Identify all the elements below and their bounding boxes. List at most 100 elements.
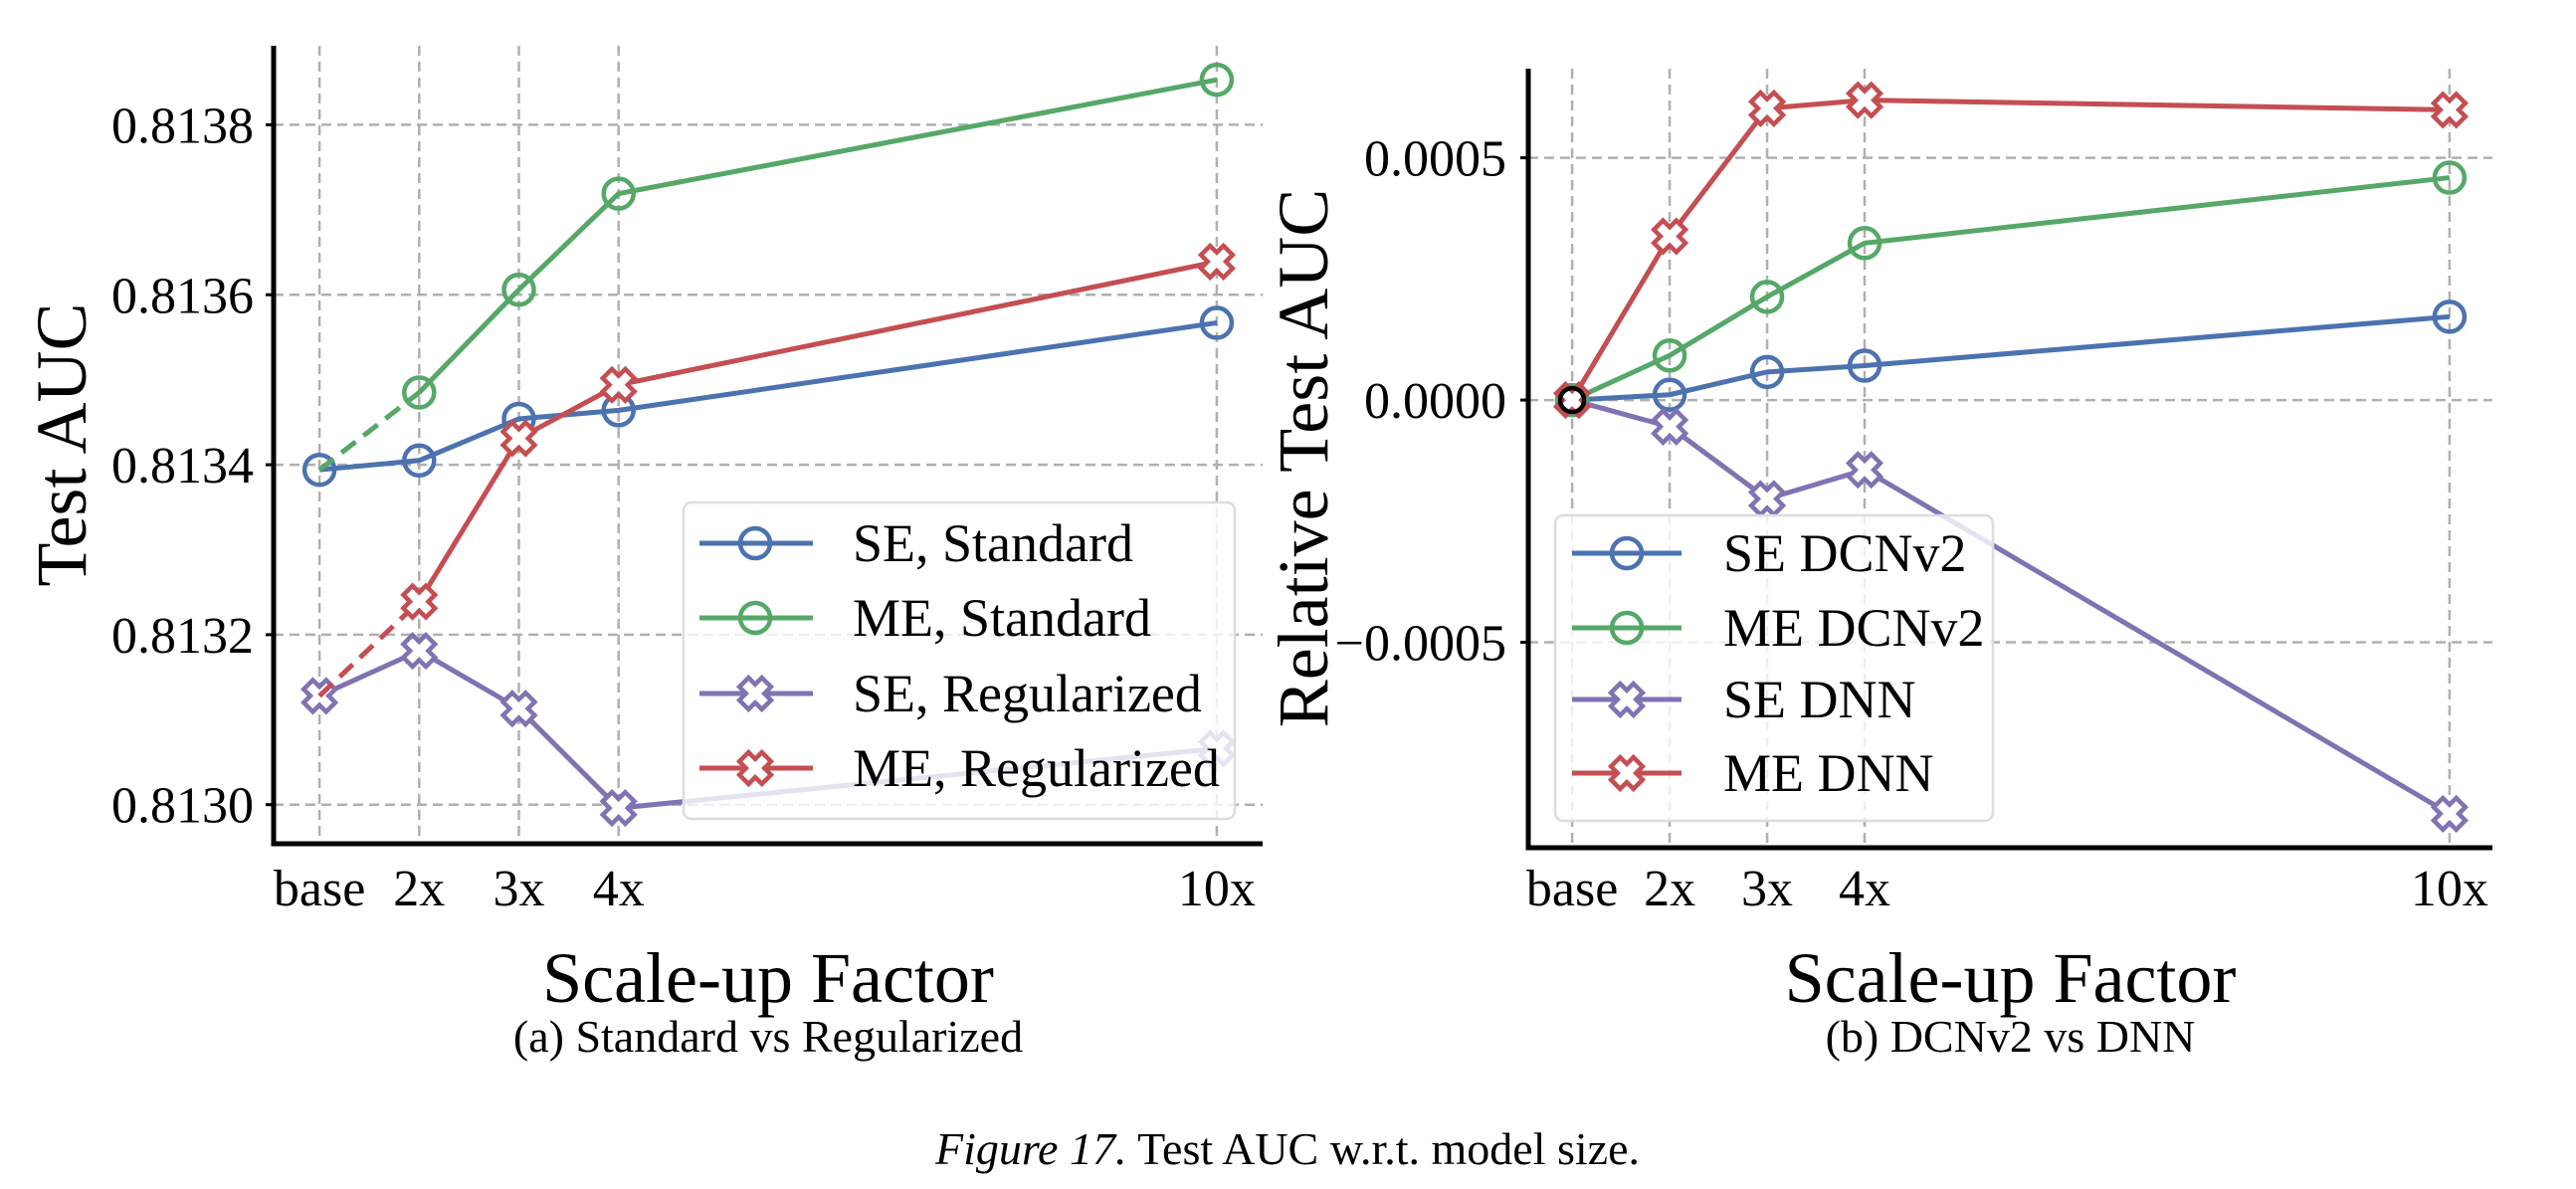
- series-me-dcnv2: [1554, 160, 2468, 418]
- data-point: [402, 375, 437, 410]
- data-point: [2430, 794, 2469, 833]
- data-point: [1651, 217, 1689, 256]
- data-point: [499, 690, 538, 728]
- y-tick-label: 0.8132: [111, 608, 254, 665]
- data-point: [1747, 89, 1787, 127]
- x-tick-label: 3x: [493, 861, 544, 917]
- legend-label: SE DNN: [1723, 670, 1916, 729]
- legend-entry: SE DNN: [1572, 670, 1916, 729]
- legend-label: SE, Standard: [853, 513, 1133, 573]
- legend-circle-marker-icon: [1609, 610, 1645, 646]
- baseline-point: [1557, 385, 1587, 415]
- legend-label: SE DCNv2: [1723, 523, 1967, 583]
- data-point: [1749, 354, 1785, 390]
- legend-entry: ME, Standard: [699, 588, 1151, 648]
- data-point: [1554, 382, 1590, 418]
- legend-x-marker-icon: [1607, 753, 1647, 793]
- legend-entry: SE, Standard: [699, 513, 1133, 573]
- y-axis-label: Relative Test AUC: [1264, 189, 1343, 728]
- data-point: [501, 272, 536, 307]
- x-tick-label: base: [1526, 861, 1618, 917]
- data-point: [1199, 305, 1235, 340]
- data-point: [400, 632, 439, 671]
- series-line: [417, 259, 1218, 603]
- series-me-regularized: [317, 242, 1236, 698]
- legend: SE, Standard ME, Standard SE, Regularized M…: [682, 500, 1237, 821]
- legend-circle-marker-icon: [737, 525, 773, 561]
- subfigure-caption: (a) Standard vs Regularized: [513, 1011, 1023, 1062]
- x-tick-label: 4x: [1839, 861, 1890, 917]
- series-line-dashed: [317, 390, 421, 473]
- data-point: [2430, 91, 2469, 129]
- series-line: [417, 77, 1218, 395]
- data-point: [301, 452, 337, 488]
- series-se-dcnv2: [1554, 299, 2468, 418]
- y-tick-label: 0.8130: [111, 778, 254, 835]
- x-axis-label: Scale-up Factor: [1785, 938, 2237, 1018]
- y-tick-label: 0.8136: [111, 268, 254, 324]
- legend-entry: ME DCNv2: [1572, 598, 1985, 658]
- legend-box: [682, 500, 1237, 821]
- data-point: [402, 443, 437, 479]
- legend-entry: ME, Regularized: [699, 738, 1220, 798]
- y-tick-label: 0.8138: [111, 98, 254, 154]
- data-point: [1651, 407, 1689, 446]
- y-tick-label: −0.0005: [1335, 616, 1506, 673]
- data-point: [1197, 242, 1236, 282]
- subfigure-caption: (b) DCNv2 vs DNN: [1826, 1011, 2196, 1062]
- data-point: [1847, 348, 1882, 383]
- figure-caption: Figure 17. Test AUC w.r.t. model size.: [934, 1123, 1640, 1174]
- legend-x-marker-icon: [735, 748, 775, 788]
- data-point: [1749, 280, 1785, 314]
- series-me-dnn: [1553, 81, 2469, 420]
- x-tick-label: base: [274, 861, 365, 917]
- legend-box: [1553, 513, 1995, 823]
- y-tick-label: 0.0005: [1364, 131, 1506, 188]
- legend-x-marker-icon: [735, 674, 775, 713]
- data-point: [1847, 226, 1882, 261]
- data-point: [400, 582, 439, 621]
- data-point: [599, 789, 638, 828]
- legend-entry: ME DNN: [1572, 743, 1934, 803]
- series-me-standard: [317, 62, 1235, 473]
- chart-panel-b: −0.0005 0.0000 0.0005 base 2x 3x 4x 10x Scale-up…: [1264, 69, 2492, 1062]
- legend-label: ME, Standard: [853, 588, 1151, 648]
- data-point: [2432, 160, 2468, 195]
- legend-entry: SE, Regularized: [699, 664, 1202, 723]
- data-point: [1652, 377, 1687, 412]
- legend-label: ME, Regularized: [853, 738, 1220, 798]
- y-axis-label: Test AUC: [22, 303, 101, 587]
- x-tick-label: 2x: [1644, 861, 1695, 917]
- series-se-standard: [301, 305, 1235, 488]
- data-point: [499, 419, 538, 458]
- y-tick-label: 0.0000: [1364, 373, 1506, 430]
- data-point: [599, 365, 638, 404]
- legend-entry: SE DCNv2: [1572, 523, 1967, 583]
- figure-caption-text: Test AUC w.r.t. model size.: [1126, 1123, 1640, 1174]
- x-tick-label: 4x: [593, 861, 645, 917]
- x-tick-label: 10x: [2411, 861, 2488, 917]
- figure-caption-label: Figure 17.: [934, 1123, 1127, 1174]
- y-tick-label: 0.8134: [111, 438, 254, 495]
- x-axis-label: Scale-up Factor: [542, 938, 994, 1018]
- legend-circle-marker-icon: [1609, 535, 1645, 571]
- x-tick-label: 3x: [1741, 861, 1793, 917]
- legend-circle-marker-icon: [737, 600, 773, 636]
- data-point: [1845, 81, 1884, 119]
- data-point: [1199, 62, 1235, 98]
- legend-x-marker-icon: [1607, 680, 1647, 719]
- data-point: [1845, 451, 1884, 490]
- data-point: [2432, 299, 2468, 334]
- x-tick-label: 10x: [1178, 861, 1256, 917]
- legend-label: ME DNN: [1723, 743, 1934, 803]
- series-line: [1571, 313, 2451, 403]
- series-line: [318, 319, 1218, 473]
- x-tick-label: 2x: [393, 861, 445, 917]
- data-point: [601, 176, 636, 211]
- legend-label: ME DCNv2: [1723, 598, 1985, 658]
- chart-panel-a: 0.8130 0.8132 0.8134 0.8136 0.8138 base 2x 3x 4x…: [22, 46, 1263, 1062]
- series-line-dashed: [317, 599, 422, 698]
- series-line: [1571, 175, 2451, 403]
- data-point: [1747, 480, 1787, 518]
